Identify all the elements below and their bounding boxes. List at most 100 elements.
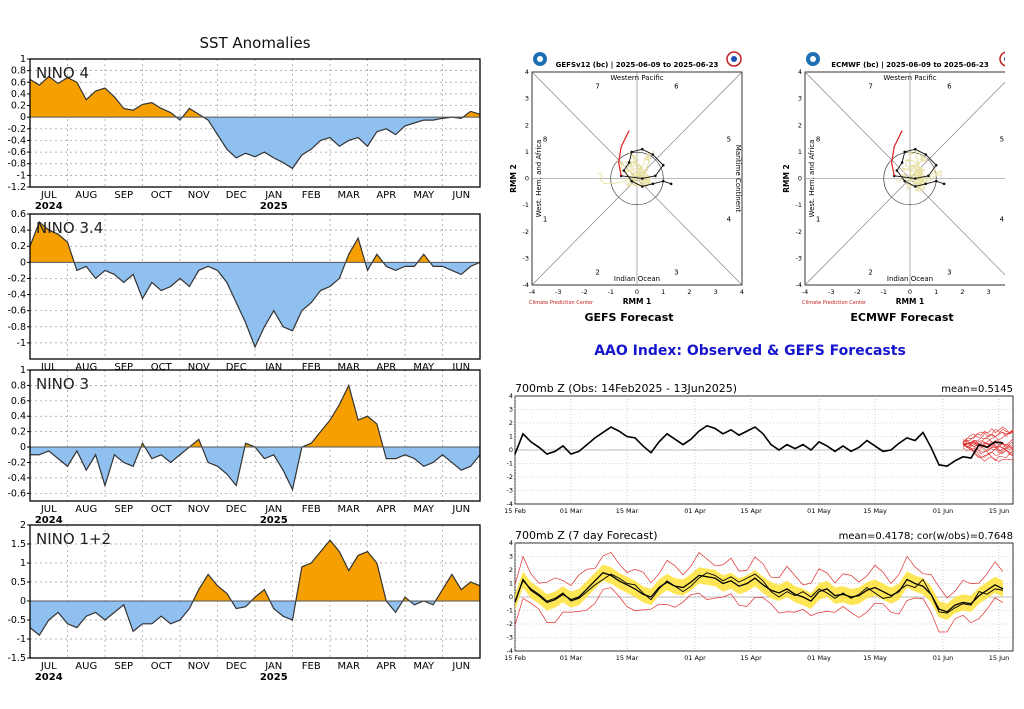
year-label: 2025 [260, 672, 288, 683]
observed-track-point [924, 153, 928, 156]
month-label: SEP [114, 362, 133, 373]
y-tick-label: -4 [507, 500, 513, 508]
phase-number: 3 [947, 269, 951, 277]
observed-track-point [924, 182, 928, 186]
phase-number: 2 [868, 269, 872, 277]
plot-frame [29, 213, 481, 360]
y-tick-label: 1 [509, 433, 513, 441]
y-tick-label: 2 [20, 520, 26, 531]
x-tick-label: 01 Jun [933, 507, 954, 515]
y-tick-label: -0.4 [7, 290, 26, 301]
nws-logo-icon [1004, 56, 1005, 62]
y-tick-label: 4 [798, 68, 802, 76]
y-tick-label: -4 [796, 281, 802, 289]
observed-track-point [640, 177, 644, 180]
nino-region-label: NINO 4 [36, 64, 89, 82]
forecast-min-line [514, 587, 1004, 633]
forecast-ensemble-line [962, 442, 1014, 459]
observed-aao-line [514, 572, 1004, 614]
x-tick-label: 01 Jun [933, 654, 954, 662]
positive-anomaly-area [30, 540, 480, 601]
phase-number: 2 [595, 269, 599, 277]
y-tick-label: 0 [509, 446, 513, 454]
month-label: NOV [188, 504, 210, 515]
month-label: JUN [451, 190, 470, 201]
month-label: JAN [264, 362, 282, 373]
year-label: 2025 [260, 201, 288, 212]
ensemble-member-line [625, 161, 648, 186]
phase-number: 7 [868, 82, 872, 90]
observed-track-point [934, 179, 938, 183]
month-label: NOV [188, 661, 210, 672]
y-tick-label: 3 [509, 406, 513, 414]
month-label: JAN [264, 661, 282, 672]
sst-panel-1: 10.80.60.40.20-0.2-0.4-0.6-0.8-1-1.2 JUL A… [7, 54, 481, 212]
y-tick-label: 1 [509, 580, 513, 588]
forecast-ensemble-line [962, 426, 1014, 443]
observed-aao-line [514, 424, 1004, 468]
month-label: OCT [151, 504, 173, 515]
x-tick-label: 15 Apr [740, 507, 762, 515]
y-tick-label: 0 [20, 442, 26, 453]
month-label: AUG [75, 362, 97, 373]
region-label: Indian Ocean [614, 275, 660, 283]
y-tick-label: -4 [507, 647, 513, 655]
x-tick-label: 15 Apr [740, 654, 762, 662]
unit-circle [610, 151, 664, 206]
observed-track-point [651, 182, 655, 186]
y-tick-label: -4 [523, 281, 529, 289]
credit-label: Climate Prediction Center [529, 300, 594, 306]
month-label: AUG [75, 661, 97, 672]
nino-region-label: NINO 3.4 [36, 219, 103, 237]
x-tick-label: 01 May [807, 507, 831, 515]
month-label: SEP [114, 661, 133, 672]
positive-anomaly-area [30, 76, 480, 118]
ensemble-member-line [623, 165, 650, 187]
month-label: MAY [413, 661, 435, 672]
month-label: MAR [338, 504, 360, 515]
y-tick-label: 0.6 [11, 77, 26, 88]
y-tick-label: -0.2 [7, 457, 26, 468]
observed-track-point [630, 179, 634, 183]
month-label: FEB [302, 190, 321, 201]
region-label: Western Pacific [883, 74, 936, 82]
ensemble-member-line [915, 165, 943, 189]
y-tick-label: 0 [20, 257, 26, 268]
month-label: FEB [302, 362, 321, 373]
phase-number: 7 [595, 82, 599, 90]
y-tick-label: 4 [509, 539, 513, 547]
noaa-logo-icon [537, 56, 543, 62]
y-tick-label: 4 [509, 392, 513, 400]
x-tick-label: 01 Mar [560, 654, 583, 662]
y-tick-label: 0.2 [11, 241, 26, 252]
phase-number: 6 [674, 82, 679, 90]
anomaly-line [29, 75, 481, 170]
month-label: JUN [451, 362, 470, 373]
y-tick-label: 1 [20, 365, 26, 376]
month-label: JUL [40, 504, 57, 515]
x-tick-label: 01 Apr [684, 507, 706, 515]
month-label: APR [376, 504, 396, 515]
sst-panel-2: 0.6 0.4 0.2 0 -0.2 -0.4 -0.6 -0.8 -1 JUL AUG SEP OCT… [7, 209, 481, 373]
y-tick-label: 0.2 [11, 427, 26, 438]
x-tick-label: 3 [987, 288, 991, 296]
x-tick-label: 3 [714, 288, 718, 296]
observed-track-line [894, 148, 945, 187]
month-label: JUL [40, 190, 57, 201]
observed-track-point [903, 150, 907, 154]
y-tick-label: 1 [20, 54, 26, 65]
month-label: JUL [40, 661, 57, 672]
x-tick-label: -4 [529, 288, 535, 296]
aao-index-charts: 700mb Z (Obs: 14Feb2025 - 13Jun2025) mean… [505, 382, 1014, 662]
forecast-ensemble-line [962, 437, 1014, 452]
month-label: APR [376, 661, 396, 672]
month-label: APR [376, 190, 396, 201]
forecast-mean-line [618, 130, 630, 176]
phase-number: 5 [1000, 136, 1004, 144]
y-tick-label: -2 [523, 228, 529, 236]
phase-number: 8 [816, 136, 820, 144]
y-tick-label: 0.6 [11, 209, 26, 220]
ensemble-member-line [630, 174, 651, 186]
y-tick-label: 3 [798, 95, 802, 103]
month-label: OCT [151, 661, 173, 672]
